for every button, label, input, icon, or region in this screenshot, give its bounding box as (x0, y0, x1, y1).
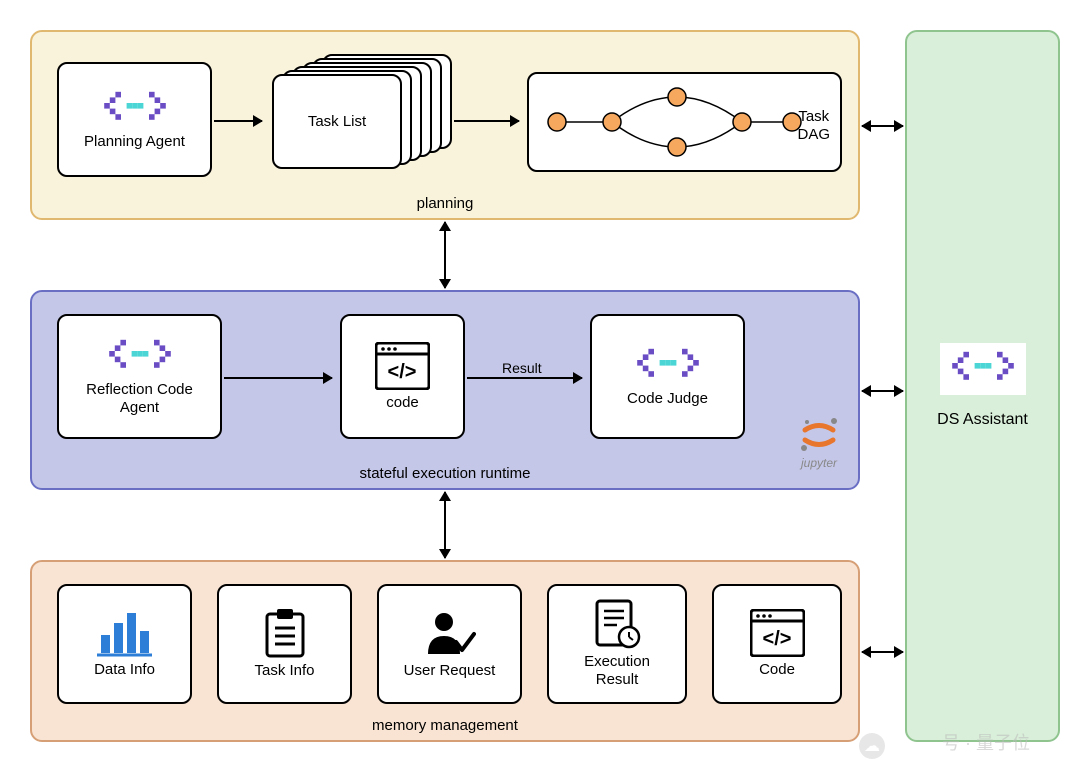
data-info-label: Data Info (94, 661, 155, 679)
assistant-icon-box (940, 343, 1026, 395)
svg-text:</>: </> (762, 628, 791, 650)
planning-panel-label: planning (409, 193, 482, 214)
code-label: code (386, 394, 419, 412)
arrow-planning-runtime (444, 222, 446, 288)
arrow-runtime-assistant (862, 390, 903, 392)
code-window-icon: </> (375, 342, 430, 390)
execution-result-label: Execution Result (584, 653, 650, 689)
planning-agent-label: Planning Agent (84, 133, 185, 151)
memory-panel: memory management Data Info Task Info Us (30, 560, 860, 742)
code-judge-label: Code Judge (627, 390, 708, 408)
agent-icon (100, 89, 170, 129)
assistant-panel: DS Assistant (905, 30, 1060, 742)
watermark-text: 号 · 量子位 (942, 729, 1030, 755)
reflection-agent-label: Reflection Code Agent (86, 381, 193, 417)
task-info-label: Task Info (254, 662, 314, 680)
planning-agent-card: Planning Agent (57, 62, 212, 177)
arrow-tasklist-to-dag (454, 120, 519, 122)
agent-icon (948, 371, 1018, 388)
doc-clock-icon (593, 599, 641, 649)
jupyter-icon: jupyter (795, 415, 843, 470)
svg-text:</>: </> (388, 361, 417, 383)
wechat-icon: ☁ (859, 733, 885, 759)
arrow-runtime-memory (444, 492, 446, 558)
runtime-panel: stateful execution runtime Reflection Co… (30, 290, 860, 490)
result-label: Result (500, 360, 544, 376)
code-card: </> code (340, 314, 465, 439)
code-judge-card: Code Judge (590, 314, 745, 439)
arrow-planning-to-tasklist (214, 120, 262, 122)
planning-panel: planning Planning Agent Task List (30, 30, 860, 220)
arrow-memory-assistant (862, 651, 903, 653)
data-info-card: Data Info (57, 584, 192, 704)
memory-code-label: Code (759, 661, 795, 679)
agent-icon (633, 346, 703, 386)
user-request-label: User Request (404, 662, 496, 680)
task-info-card: Task Info (217, 584, 352, 704)
dag-graph-icon (537, 77, 802, 167)
arrow-code-to-judge (467, 377, 582, 379)
memory-panel-label: memory management (364, 715, 526, 736)
task-dag-card: Task DAG (527, 72, 842, 172)
bar-chart-icon (97, 609, 152, 657)
arrow-reflection-to-code (224, 377, 332, 379)
arrow-planning-assistant (862, 125, 903, 127)
task-dag-label: Task DAG (797, 108, 830, 144)
code-window-icon: </> (750, 609, 805, 657)
memory-code-card: </> Code (712, 584, 842, 704)
task-list-front-card: Task List (272, 74, 402, 169)
agent-icon (105, 337, 175, 377)
execution-result-card: Execution Result (547, 584, 687, 704)
jupyter-label: jupyter (795, 456, 843, 470)
clipboard-icon (263, 608, 307, 658)
user-request-card: User Request (377, 584, 522, 704)
assistant-label: DS Assistant (937, 411, 1028, 429)
user-check-icon (424, 608, 476, 658)
task-list-label: Task List (308, 113, 366, 130)
reflection-agent-card: Reflection Code Agent (57, 314, 222, 439)
runtime-panel-label: stateful execution runtime (352, 463, 539, 484)
